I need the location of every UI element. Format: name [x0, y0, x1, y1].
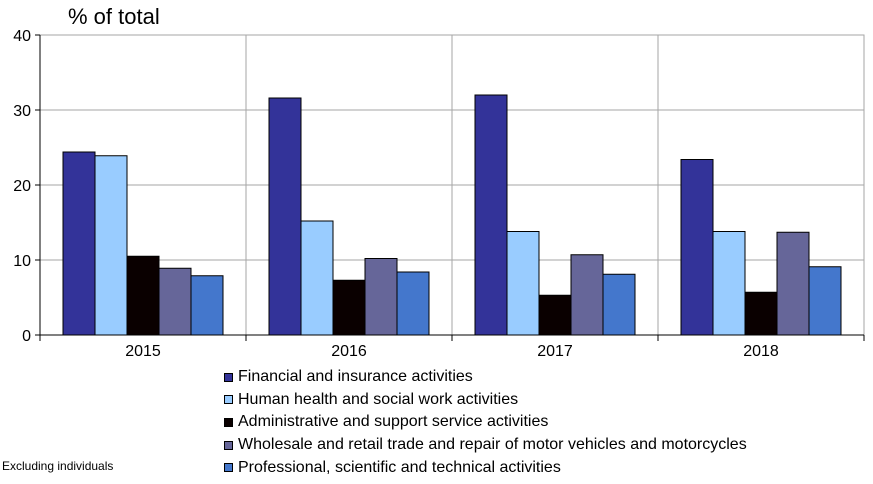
legend-item: Professional, scientific and technical a…: [224, 456, 747, 479]
bar: [94, 155, 128, 336]
y-tick-label: 40: [13, 28, 31, 45]
y-axis-unit-label: % of total: [68, 4, 160, 29]
bar: [474, 94, 508, 336]
bar: [190, 275, 224, 336]
legend-item: Administrative and support service activ…: [224, 411, 747, 434]
bar: [776, 231, 810, 336]
bar: [126, 255, 160, 336]
bar: [570, 254, 604, 336]
y-tick-label: 20: [13, 178, 31, 195]
x-tick-label: 2016: [331, 343, 367, 360]
bar: [538, 294, 572, 336]
legend: Financial and insurance activities Human …: [224, 366, 747, 479]
bar: [62, 151, 96, 336]
legend-item: Financial and insurance activities: [224, 366, 747, 389]
legend-label: Wholesale and retail trade and repair of…: [238, 436, 747, 454]
y-tick-label: 0: [22, 328, 31, 345]
legend-label: Professional, scientific and technical a…: [238, 458, 561, 476]
legend-item: Human health and social work activities: [224, 389, 747, 412]
footnote: Excluding individuals: [2, 459, 114, 473]
legend-label: Administrative and support service activ…: [238, 413, 549, 431]
x-tick-label: 2017: [537, 343, 573, 360]
bar: [680, 159, 714, 336]
bar: [300, 220, 334, 336]
bar: [602, 273, 636, 336]
bar: [158, 267, 192, 336]
legend-label: Human health and social work activities: [238, 390, 519, 408]
legend-swatch: [224, 417, 233, 427]
legend-swatch: [224, 372, 233, 382]
bar: [332, 279, 366, 336]
legend-swatch: [224, 395, 233, 405]
legend-item: Wholesale and retail trade and repair of…: [224, 434, 747, 457]
bar: [396, 271, 430, 336]
bar: [506, 231, 540, 336]
legend-swatch: [224, 440, 233, 450]
x-tick-label: 2018: [743, 343, 779, 360]
legend-label: Financial and insurance activities: [238, 368, 473, 386]
bar: [712, 231, 746, 336]
x-tick-label: 2015: [125, 343, 161, 360]
y-tick-label: 30: [13, 103, 31, 120]
legend-swatch: [224, 463, 233, 473]
bar: [268, 97, 302, 336]
bar: [808, 266, 842, 336]
bar: [744, 291, 778, 336]
bar: [364, 258, 398, 336]
y-tick-label: 10: [13, 253, 31, 270]
